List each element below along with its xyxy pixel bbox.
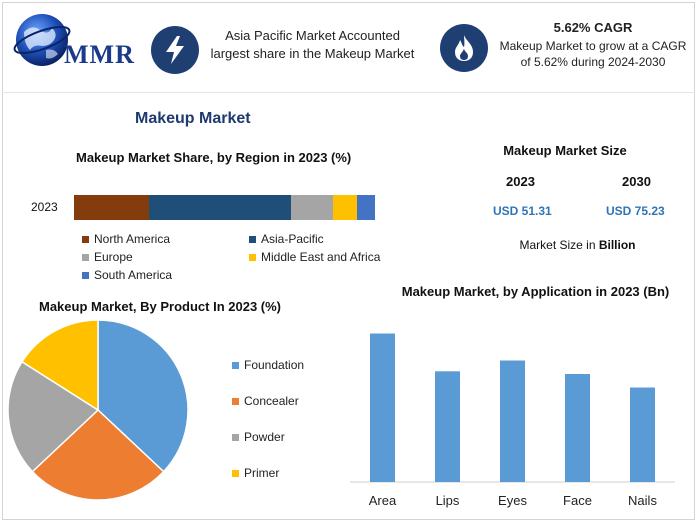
market-size-year-start: 2023: [506, 174, 535, 189]
region-bar-segment-middle-east-and-africa: [332, 195, 357, 220]
market-size-year-end: 2030: [622, 174, 651, 189]
legend-swatch: [249, 235, 256, 243]
x-tick-label-nails: Nails: [628, 493, 657, 508]
legend-label: Foundation: [244, 358, 305, 372]
x-tick-label-lips: Lips: [436, 493, 460, 508]
legend-label: Europe: [94, 250, 133, 264]
product-legend-item-foundation: Foundation: [232, 358, 304, 372]
pie-slice-primer: [20, 319, 99, 412]
region-legend-item-middle-east-and-africa: Middle East and Africa: [249, 250, 380, 264]
product-legend-item-powder: Powder: [232, 430, 285, 444]
product-legend-item-concealer: Concealer: [232, 394, 299, 408]
region-bar-segment-south-america: [356, 195, 375, 220]
application-bar-chart: Area Lips Eyes Face Nails: [350, 333, 675, 508]
legend-swatch: [232, 361, 239, 369]
lightning-icon: [151, 26, 199, 74]
legend-swatch: [232, 433, 239, 441]
market-size-value-start: USD 51.31: [493, 204, 552, 218]
legend-swatch: [232, 469, 239, 477]
page-title: Makeup Market: [135, 110, 251, 127]
pie-slice-concealer: [31, 408, 165, 501]
bar-nails: [630, 387, 655, 482]
legend-swatch: [232, 397, 239, 405]
legend-label: South America: [94, 268, 173, 282]
region-bar-segment-asia-pacific: [149, 195, 291, 220]
legend-label: Asia-Pacific: [261, 232, 324, 246]
bar-lips: [435, 371, 460, 482]
product-chart-title: Makeup Market, By Product In 2023 (%): [39, 299, 282, 314]
globe-icon: [13, 14, 71, 66]
legend-swatch: [82, 253, 89, 261]
x-tick-label-face: Face: [563, 493, 592, 508]
legend-swatch: [249, 253, 256, 261]
legend-swatch: [82, 235, 89, 243]
legend-label: Concealer: [244, 394, 299, 408]
legend-label: Middle East and Africa: [261, 250, 381, 264]
region-legend-item-europe: Europe: [82, 250, 133, 264]
region-stacked-bar: [74, 195, 375, 220]
region-chart-title: Makeup Market Share, by Region in 2023 (…: [76, 150, 352, 165]
bar-eyes: [500, 360, 525, 482]
logo: MMR: [12, 10, 137, 70]
market-size-unit-prefix: Market Size in: [519, 238, 599, 252]
legend-label: Primer: [244, 466, 280, 480]
x-tick-label-eyes: Eyes: [498, 493, 527, 508]
flame-icon: [440, 24, 488, 72]
region-legend-item-north-america: North America: [82, 232, 170, 246]
bar-face: [565, 374, 590, 482]
highlight-apac-text: Asia Pacific Market Accounted largest sh…: [210, 28, 415, 61]
region-category-label: 2023: [31, 200, 58, 214]
header-divider: [2, 92, 695, 93]
bar-area: [370, 333, 395, 482]
x-tick-label-area: Area: [369, 493, 397, 508]
region-bar-segment-europe: [290, 195, 333, 220]
cagr-title: 5.62% CAGR: [553, 20, 633, 35]
legend-swatch: [82, 271, 89, 279]
region-bar-segment-north-america: [74, 195, 150, 220]
market-size-title: Makeup Market Size: [503, 143, 627, 158]
pie-slice-powder: [7, 360, 100, 473]
market-size-unit: Market Size in Billion: [470, 238, 685, 252]
cagr-highlight: 5.62% CAGR Makeup Market to grow at a CA…: [498, 20, 688, 70]
legend-label: North America: [94, 232, 171, 246]
legend-label: Powder: [244, 430, 285, 444]
application-chart-title: Makeup Market, by Application in 2023 (B…: [401, 284, 670, 299]
market-size-value-end: USD 75.23: [606, 204, 665, 218]
region-legend-item-south-america: South America: [82, 268, 172, 282]
product-legend-item-primer: Primer: [232, 466, 279, 480]
region-legend-item-asia-pacific: Asia-Pacific: [249, 232, 324, 246]
product-pie-chart: [7, 319, 189, 501]
pie-slice-foundation: [97, 319, 189, 473]
market-size-unit-bold: Billion: [598, 238, 636, 252]
logo-text: MMR: [64, 40, 135, 69]
cagr-text: Makeup Market to grow at a CAGR of 5.62%…: [499, 39, 687, 69]
